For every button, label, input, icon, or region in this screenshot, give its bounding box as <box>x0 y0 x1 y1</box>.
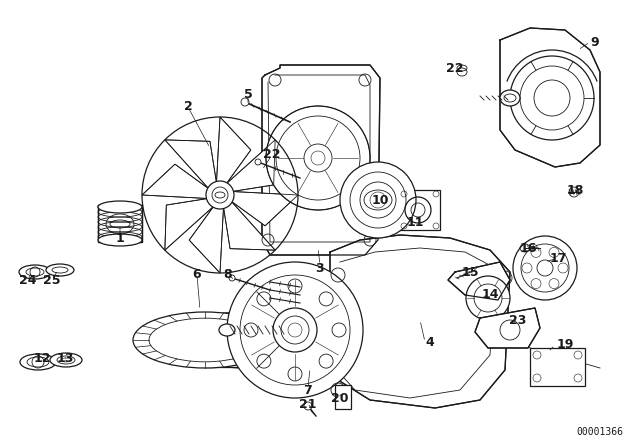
Polygon shape <box>189 206 223 273</box>
Text: 2: 2 <box>184 100 193 113</box>
Text: 11: 11 <box>406 215 424 228</box>
Polygon shape <box>262 65 380 255</box>
Text: 10: 10 <box>371 194 388 207</box>
Circle shape <box>241 98 249 106</box>
Ellipse shape <box>46 264 74 276</box>
Circle shape <box>227 262 363 398</box>
Ellipse shape <box>133 312 277 368</box>
Circle shape <box>340 162 416 238</box>
Text: 22: 22 <box>446 61 464 74</box>
Text: 12: 12 <box>33 352 51 365</box>
Polygon shape <box>165 198 214 250</box>
Ellipse shape <box>98 234 142 246</box>
Text: 00001366: 00001366 <box>577 427 623 437</box>
Text: 24: 24 <box>19 273 36 287</box>
Bar <box>400 190 440 230</box>
Circle shape <box>206 181 234 209</box>
Text: 3: 3 <box>316 262 324 275</box>
Text: 8: 8 <box>224 268 232 281</box>
Text: 17: 17 <box>549 251 567 264</box>
Text: 16: 16 <box>519 241 537 254</box>
Polygon shape <box>142 164 209 198</box>
Circle shape <box>255 159 261 165</box>
Ellipse shape <box>20 354 56 370</box>
Text: 20: 20 <box>332 392 349 405</box>
Polygon shape <box>475 308 540 348</box>
Text: 15: 15 <box>461 266 479 279</box>
Polygon shape <box>500 28 600 167</box>
Ellipse shape <box>19 265 51 279</box>
Polygon shape <box>216 117 251 185</box>
Text: 23: 23 <box>509 314 527 327</box>
Polygon shape <box>225 140 275 192</box>
Circle shape <box>466 276 510 320</box>
Polygon shape <box>330 235 510 408</box>
Text: 7: 7 <box>303 383 312 396</box>
Text: 13: 13 <box>56 352 74 365</box>
Ellipse shape <box>500 90 520 106</box>
Ellipse shape <box>98 201 142 213</box>
Text: 6: 6 <box>193 268 202 281</box>
Text: 18: 18 <box>566 184 584 197</box>
Ellipse shape <box>219 324 235 336</box>
Polygon shape <box>223 201 275 250</box>
Text: 19: 19 <box>556 339 573 352</box>
Text: 1: 1 <box>116 232 124 245</box>
Text: 25: 25 <box>44 273 61 287</box>
Text: 14: 14 <box>481 289 499 302</box>
Polygon shape <box>98 205 142 242</box>
Text: 5: 5 <box>244 89 252 102</box>
Circle shape <box>273 308 317 352</box>
Circle shape <box>266 106 370 210</box>
Text: 21: 21 <box>300 399 317 412</box>
Circle shape <box>229 275 235 281</box>
Polygon shape <box>165 140 216 190</box>
Text: 9: 9 <box>591 35 599 48</box>
Ellipse shape <box>50 353 82 367</box>
Circle shape <box>304 402 312 410</box>
Circle shape <box>513 236 577 300</box>
Bar <box>335 385 351 409</box>
Bar <box>530 348 585 386</box>
Polygon shape <box>448 262 510 300</box>
Text: 22: 22 <box>263 148 281 161</box>
Text: 4: 4 <box>426 336 435 349</box>
Polygon shape <box>230 191 298 226</box>
